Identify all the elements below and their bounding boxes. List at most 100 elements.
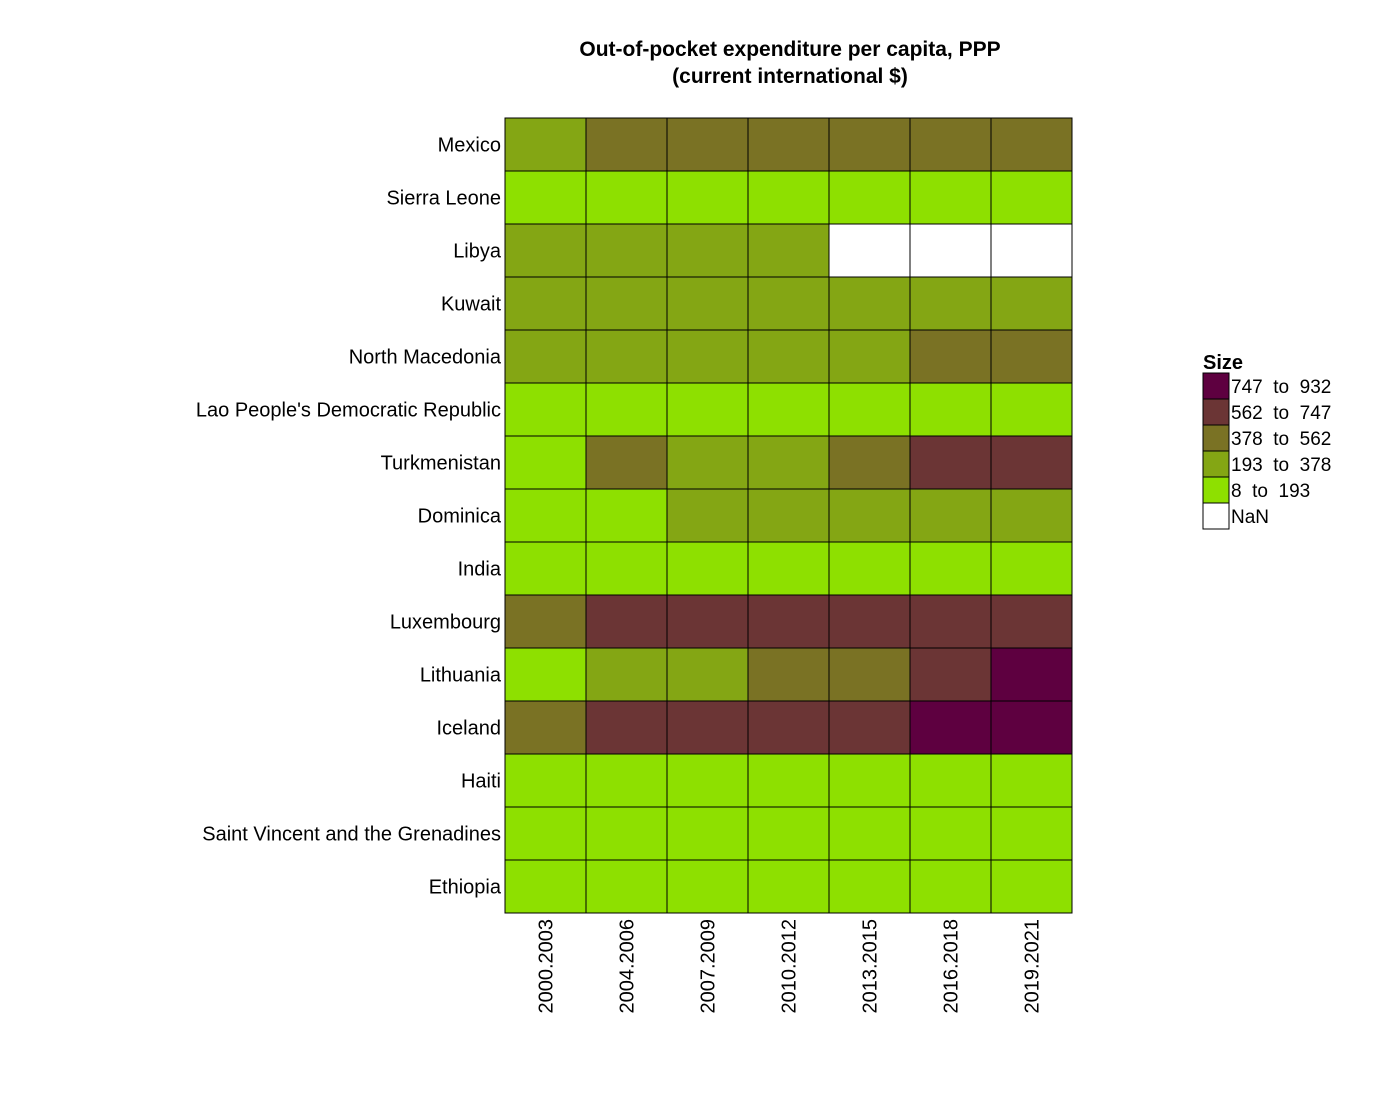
heatmap-cell: [747, 276, 830, 331]
heatmap-cell: [666, 541, 749, 596]
heatmap-cell: [747, 382, 830, 437]
legend-label: 747 to 932: [1231, 377, 1331, 398]
y-tick-label: Haiti: [461, 771, 501, 793]
heatmap-cell: [504, 117, 587, 172]
heatmap-cell: [828, 541, 911, 596]
heatmap-cell: [585, 806, 668, 861]
heatmap-cell: [504, 859, 587, 914]
legend-swatch: [1202, 476, 1230, 504]
heatmap-cell: [666, 647, 749, 702]
heatmap-cell: [909, 594, 992, 649]
heatmap-cell: [909, 859, 992, 914]
heatmap-cell: [990, 806, 1073, 861]
y-tick-label: Iceland: [437, 718, 502, 740]
heatmap-cell: [990, 488, 1073, 543]
heatmap-cell: [828, 223, 911, 278]
heatmap-cell: [504, 700, 587, 755]
heatmap-cell: [585, 117, 668, 172]
heatmap-cell: [990, 382, 1073, 437]
heatmap-cell: [504, 382, 587, 437]
y-tick-label: Kuwait: [441, 294, 501, 316]
legend-swatch: [1202, 372, 1230, 400]
heatmap-cell: [504, 541, 587, 596]
heatmap-cell: [585, 700, 668, 755]
heatmap-cell: [828, 382, 911, 437]
heatmap-cell: [504, 647, 587, 702]
x-tick-label: 2013.2015: [860, 919, 882, 1014]
legend-swatch: [1202, 398, 1230, 426]
heatmap-cell: [747, 594, 830, 649]
heatmap-cell: [828, 806, 911, 861]
heatmap-cell: [909, 806, 992, 861]
heatmap-cell: [747, 117, 830, 172]
heatmap-cell: [585, 435, 668, 490]
heatmap-cell: [666, 859, 749, 914]
heatmap-cell: [990, 541, 1073, 596]
heatmap-cell: [990, 435, 1073, 490]
heatmap-cell: [747, 170, 830, 225]
heatmap-cell: [909, 753, 992, 808]
heatmap-cell: [990, 753, 1073, 808]
legend-swatch: [1202, 424, 1230, 452]
heatmap-cell: [828, 276, 911, 331]
heatmap-cell: [909, 329, 992, 384]
heatmap-cell: [747, 435, 830, 490]
heatmap-cell: [747, 806, 830, 861]
heatmap-cell: [504, 488, 587, 543]
heatmap-cell: [504, 170, 587, 225]
heatmap-cell: [585, 382, 668, 437]
heatmap-cell: [990, 117, 1073, 172]
y-tick-label: Luxembourg: [390, 612, 501, 634]
legend-swatch: [1202, 450, 1230, 478]
heatmap-cell: [747, 541, 830, 596]
heatmap-cell: [828, 859, 911, 914]
heatmap-cell: [585, 488, 668, 543]
heatmap-cell: [828, 753, 911, 808]
heatmap-cell: [909, 700, 992, 755]
heatmap-cell: [666, 700, 749, 755]
heatmap-cell: [828, 647, 911, 702]
heatmap-cell: [909, 223, 992, 278]
heatmap-cell: [909, 488, 992, 543]
heatmap-cell: [666, 170, 749, 225]
heatmap-cell: [585, 859, 668, 914]
heatmap-cell: [990, 647, 1073, 702]
x-tick-label: 2019.2021: [1022, 919, 1044, 1014]
y-tick-label: India: [458, 559, 502, 581]
legend: Size 747 to 932 562 to 747 378 to 562 193 to…: [1202, 352, 1331, 530]
legend-label: NaN: [1231, 507, 1269, 528]
x-tick-label: 2016.2018: [941, 919, 963, 1014]
heatmap-cell: [666, 753, 749, 808]
heatmap-cell: [828, 700, 911, 755]
heatmap-cell: [666, 488, 749, 543]
heatmap-cell: [828, 594, 911, 649]
legend-swatch: [1202, 502, 1230, 530]
heatmap-cell: [990, 700, 1073, 755]
heatmap-cell: [909, 117, 992, 172]
heatmap-cell: [585, 647, 668, 702]
y-tick-label: Turkmenistan: [381, 453, 501, 475]
heatmap-cell: [990, 859, 1073, 914]
y-tick-label: Dominica: [418, 506, 502, 528]
heatmap-cell: [666, 382, 749, 437]
heatmap-cell: [504, 753, 587, 808]
heatmap-cell: [585, 276, 668, 331]
heatmap-cell: [666, 117, 749, 172]
heatmap-cell: [747, 329, 830, 384]
heatmap-cell: [909, 541, 992, 596]
heatmap-cell: [585, 170, 668, 225]
heatmap-cell: [666, 329, 749, 384]
heatmap-cell: [504, 435, 587, 490]
heatmap-cell: [504, 223, 587, 278]
legend-title: Size: [1203, 352, 1243, 374]
heatmap-cell: [585, 753, 668, 808]
heatmap-cell: [828, 488, 911, 543]
heatmap-cell: [666, 223, 749, 278]
heatmap-cell: [747, 859, 830, 914]
heatmap-cell: [585, 541, 668, 596]
y-tick-label: Libya: [453, 241, 502, 263]
heatmap-cell: [909, 382, 992, 437]
x-tick-label: 2004.2006: [617, 919, 639, 1014]
heatmap-cell: [828, 329, 911, 384]
